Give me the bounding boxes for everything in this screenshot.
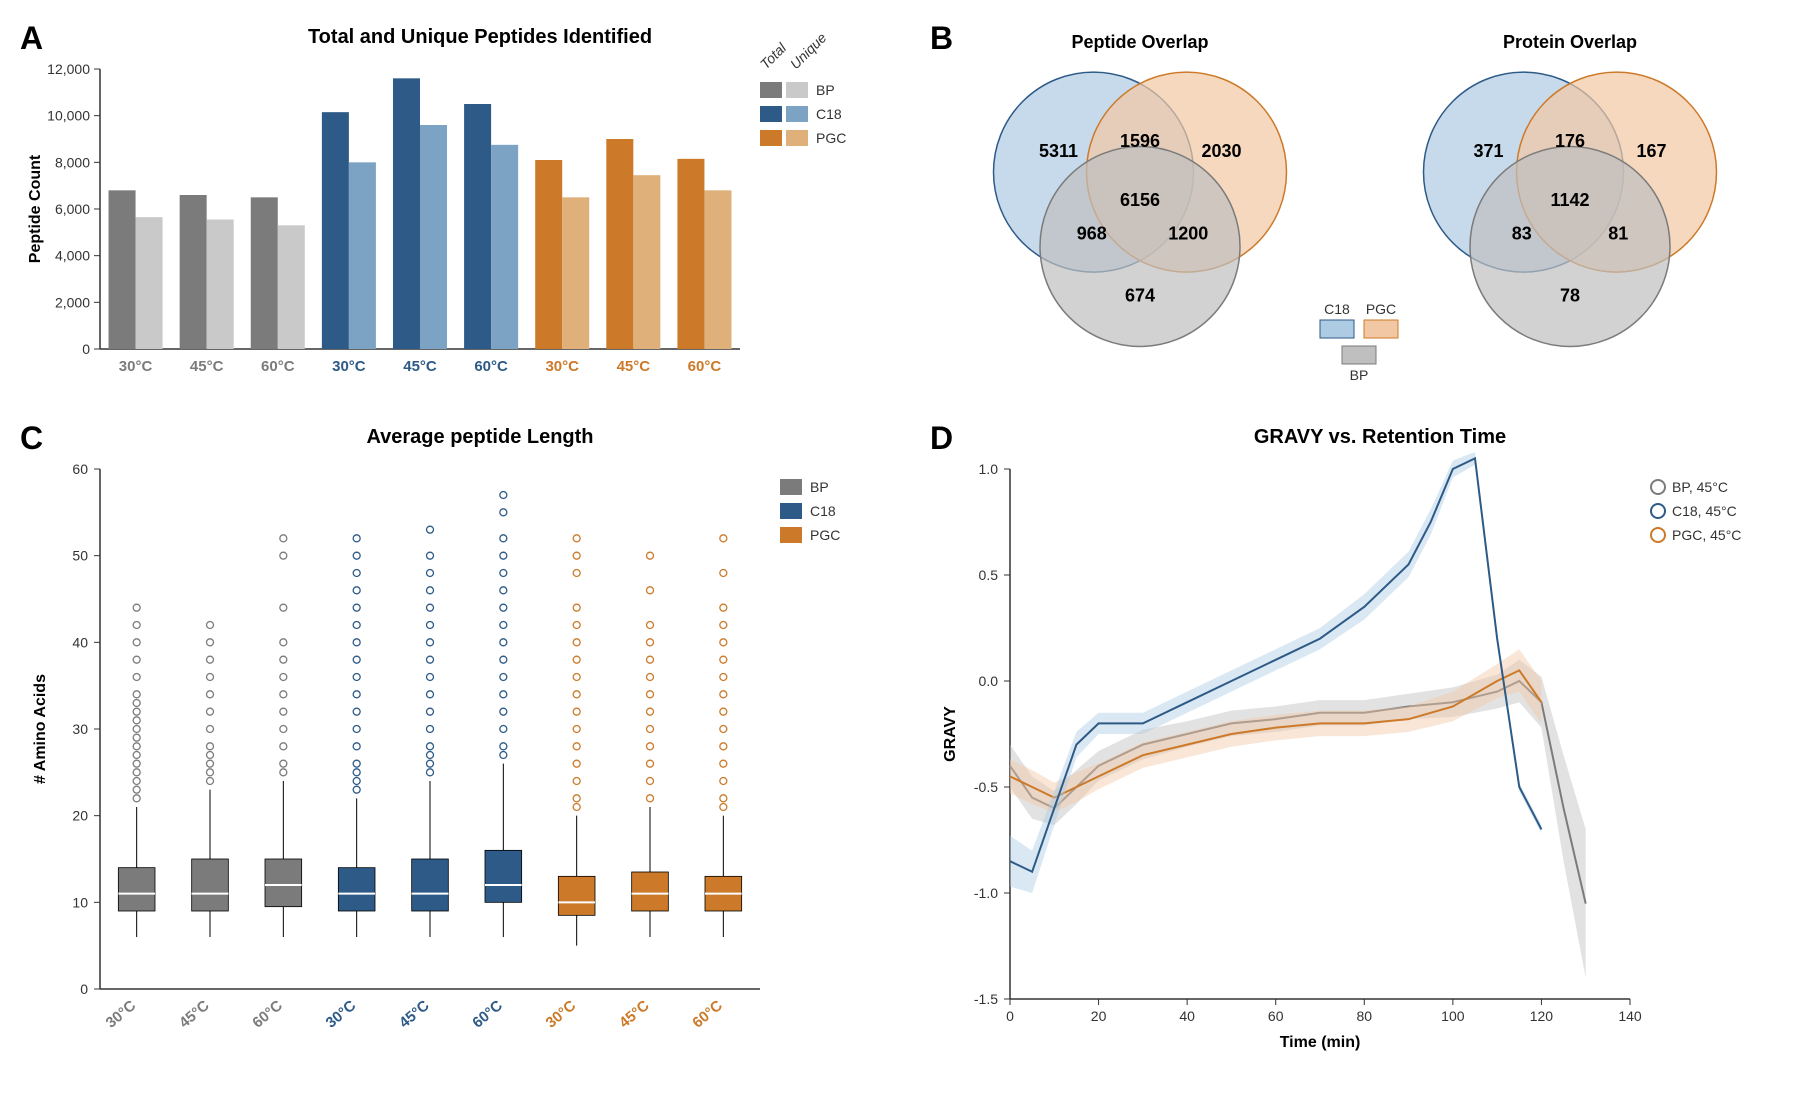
svg-text:-0.5: -0.5 xyxy=(974,779,998,795)
figure-container: A Total and Unique Peptides Identified 0… xyxy=(20,20,1780,1080)
svg-text:60: 60 xyxy=(72,461,88,477)
svg-text:C18: C18 xyxy=(816,106,842,122)
svg-text:176: 176 xyxy=(1555,131,1585,151)
svg-text:C18: C18 xyxy=(810,503,836,519)
svg-text:674: 674 xyxy=(1125,286,1155,306)
svg-text:C18, 45°C: C18, 45°C xyxy=(1672,503,1737,519)
svg-text:BP, 45°C: BP, 45°C xyxy=(1672,479,1728,495)
svg-text:1.0: 1.0 xyxy=(979,461,999,477)
svg-text:45°C: 45°C xyxy=(190,358,224,375)
panel-d: D GRAVY vs. Retention Time 0 20 40 60 80 100 1… xyxy=(930,420,1800,1080)
panel-c-title: Average peptide Length xyxy=(50,426,910,449)
svg-text:2030: 2030 xyxy=(1201,141,1241,161)
svg-text:PGC: PGC xyxy=(810,527,840,543)
svg-text:0.0: 0.0 xyxy=(979,673,999,689)
panel-b: B Peptide Overlap 5311 2030 674 1596 968 1200 6… xyxy=(930,20,1800,400)
svg-text:30°C: 30°C xyxy=(545,358,579,375)
svg-text:BP: BP xyxy=(810,479,829,495)
svg-text:45°C: 45°C xyxy=(176,997,213,1032)
svg-text:60°C: 60°C xyxy=(249,997,286,1032)
panel-d-chart: 0 20 40 60 80 100 120 140 -1.5 -1.0 -0.5 0.0 0.5 1.0 T… xyxy=(930,459,1800,1059)
panel-c-chart: 0 10 20 30 40 50 60 # Amino Acids 30°C 45°C 60°C 30… xyxy=(20,459,910,1059)
svg-text:80: 80 xyxy=(1356,1008,1372,1024)
svg-text:100: 100 xyxy=(1441,1008,1465,1024)
panel-b-label: B xyxy=(930,20,953,57)
svg-text:10,000: 10,000 xyxy=(47,108,90,124)
svg-text:140: 140 xyxy=(1618,1008,1642,1024)
svg-text:0: 0 xyxy=(80,981,88,997)
svg-text:167: 167 xyxy=(1636,141,1666,161)
svg-text:6156: 6156 xyxy=(1120,190,1160,210)
svg-text:0: 0 xyxy=(82,341,90,357)
svg-text:8,000: 8,000 xyxy=(55,154,90,170)
svg-text:50: 50 xyxy=(72,548,88,564)
svg-text:-1.0: -1.0 xyxy=(974,885,998,901)
panel-c-label: C xyxy=(20,420,43,457)
svg-text:968: 968 xyxy=(1077,223,1107,243)
svg-text:30°C: 30°C xyxy=(103,997,140,1032)
svg-text:60°C: 60°C xyxy=(474,358,508,375)
svg-text:120: 120 xyxy=(1530,1008,1554,1024)
svg-text:1142: 1142 xyxy=(1550,190,1589,210)
svg-text:PGC, 45°C: PGC, 45°C xyxy=(1672,527,1741,543)
svg-text:Protein Overlap: Protein Overlap xyxy=(1503,32,1637,52)
svg-text:C18: C18 xyxy=(1324,301,1350,317)
svg-text:60: 60 xyxy=(1268,1008,1284,1024)
svg-text:10: 10 xyxy=(72,894,88,910)
svg-text:5311: 5311 xyxy=(1039,141,1078,161)
svg-text:BP: BP xyxy=(816,82,835,98)
svg-text:1596: 1596 xyxy=(1120,131,1160,151)
svg-text:30: 30 xyxy=(72,721,88,737)
svg-text:40: 40 xyxy=(72,634,88,650)
svg-text:30°C: 30°C xyxy=(332,358,366,375)
svg-text:78: 78 xyxy=(1560,286,1580,306)
panel-a: A Total and Unique Peptides Identified 0… xyxy=(20,20,910,400)
panel-b-chart: Peptide Overlap 5311 2030 674 1596 968 1200 615… xyxy=(930,20,1800,400)
svg-text:30°C: 30°C xyxy=(119,358,153,375)
svg-text:BP: BP xyxy=(1350,367,1369,383)
svg-text:0.5: 0.5 xyxy=(979,567,999,583)
svg-text:4,000: 4,000 xyxy=(55,248,90,264)
svg-text:45°C: 45°C xyxy=(396,997,433,1032)
svg-text:GRAVY: GRAVY xyxy=(942,706,959,762)
svg-text:20: 20 xyxy=(1091,1008,1107,1024)
svg-text:60°C: 60°C xyxy=(261,358,295,375)
svg-text:45°C: 45°C xyxy=(616,997,653,1032)
svg-text:0: 0 xyxy=(1006,1008,1014,1024)
svg-text:PGC: PGC xyxy=(816,130,846,146)
panel-c: C Average peptide Length 0 10 20 30 40 50 60 # … xyxy=(20,420,910,1080)
svg-text:30°C: 30°C xyxy=(543,997,580,1032)
svg-text:40: 40 xyxy=(1179,1008,1195,1024)
svg-text:371: 371 xyxy=(1473,141,1503,161)
panel-d-title: GRAVY vs. Retention Time xyxy=(960,426,1800,449)
svg-text:Peptide Count: Peptide Count xyxy=(27,154,44,263)
svg-text:PGC: PGC xyxy=(1366,301,1396,317)
svg-text:45°C: 45°C xyxy=(403,358,437,375)
svg-text:30°C: 30°C xyxy=(323,997,360,1032)
svg-text:Time (min): Time (min) xyxy=(1280,1034,1361,1051)
panel-d-label: D xyxy=(930,420,953,457)
svg-text:Peptide Overlap: Peptide Overlap xyxy=(1071,32,1208,52)
svg-text:60°C: 60°C xyxy=(688,358,722,375)
svg-text:60°C: 60°C xyxy=(469,997,506,1032)
svg-text:45°C: 45°C xyxy=(617,358,651,375)
panel-a-label: A xyxy=(20,20,43,57)
svg-text:1200: 1200 xyxy=(1168,223,1208,243)
svg-text:60°C: 60°C xyxy=(689,997,726,1032)
svg-text:20: 20 xyxy=(72,808,88,824)
svg-text:12,000: 12,000 xyxy=(47,61,90,77)
panel-a-chart: 0 2,000 4,000 6,000 8,000 10,000 12,000 Peptide… xyxy=(20,59,910,399)
svg-text:6,000: 6,000 xyxy=(55,201,90,217)
svg-text:# Amino Acids: # Amino Acids xyxy=(32,674,49,784)
svg-text:81: 81 xyxy=(1608,223,1628,243)
svg-text:-1.5: -1.5 xyxy=(974,991,998,1007)
svg-text:2,000: 2,000 xyxy=(55,294,90,310)
svg-text:83: 83 xyxy=(1512,223,1532,243)
